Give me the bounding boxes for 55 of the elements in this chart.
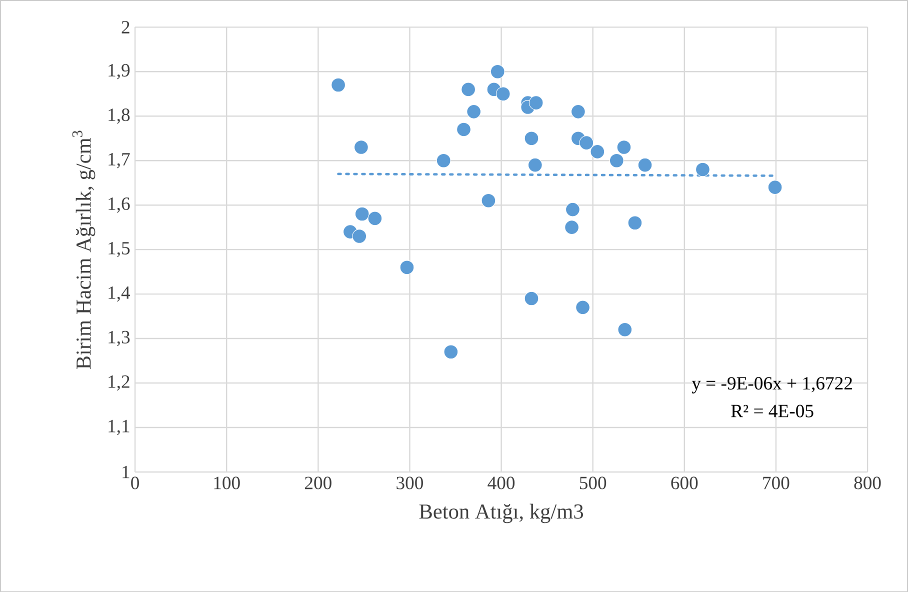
point	[590, 144, 605, 159]
y-tick-label: 1,3	[108, 330, 130, 346]
point	[354, 140, 368, 154]
x-tick-label: 200	[304, 476, 332, 490]
point	[481, 193, 496, 208]
point	[331, 78, 346, 92]
point	[628, 216, 642, 230]
point	[456, 122, 471, 136]
y-tick-label: 1	[122, 466, 130, 478]
y-tick-label: 1,4	[108, 286, 130, 302]
point	[490, 64, 505, 79]
x-tick-label: 300	[396, 476, 423, 490]
x-tick-label: 400	[488, 476, 515, 490]
point	[638, 158, 652, 172]
x-axis-title: Beton Atığı, kg/m3	[419, 504, 584, 523]
point	[466, 104, 482, 119]
y-tick-label: 1,5	[108, 242, 130, 257]
y-tick-label: 1,7	[108, 152, 130, 168]
annotation: y = -9E-06x + 1,6722	[692, 376, 852, 394]
point	[436, 153, 451, 168]
point	[571, 104, 586, 119]
point	[354, 206, 370, 221]
y-tick-label: 2	[122, 20, 130, 34]
point	[528, 95, 544, 110]
point	[768, 180, 782, 194]
y-tick-label: 1,6	[108, 197, 130, 213]
point	[400, 260, 414, 274]
x-tick-label: 700	[763, 476, 790, 490]
point	[368, 211, 382, 226]
y-axis-title: Birim Hacim Ağırlık, g/cm$^{3}$	[72, 130, 96, 369]
x-tick-label: 0	[131, 476, 139, 490]
point	[444, 344, 458, 359]
point	[352, 228, 367, 244]
annotation: R² = 4E-05	[731, 404, 814, 418]
point	[576, 300, 590, 314]
point	[564, 220, 579, 234]
x-tick-label: 600	[671, 476, 698, 490]
point	[528, 158, 542, 172]
point	[609, 153, 624, 168]
x-tick-label: 800	[854, 476, 881, 490]
point	[618, 322, 632, 337]
y-tick-label: 1,8	[108, 108, 130, 124]
point	[566, 202, 580, 217]
point	[461, 82, 476, 96]
y-tick-label: 1,9	[108, 64, 130, 80]
point	[524, 291, 539, 306]
x-tick-label: 100	[214, 476, 240, 490]
point	[696, 162, 710, 177]
point	[579, 135, 594, 150]
y-tick-label: 1,1	[108, 420, 130, 435]
y-tick-label: 1,2	[108, 375, 130, 390]
x-tick-label: 500	[580, 476, 606, 490]
point	[496, 86, 510, 101]
point	[616, 140, 632, 154]
point	[524, 130, 539, 146]
